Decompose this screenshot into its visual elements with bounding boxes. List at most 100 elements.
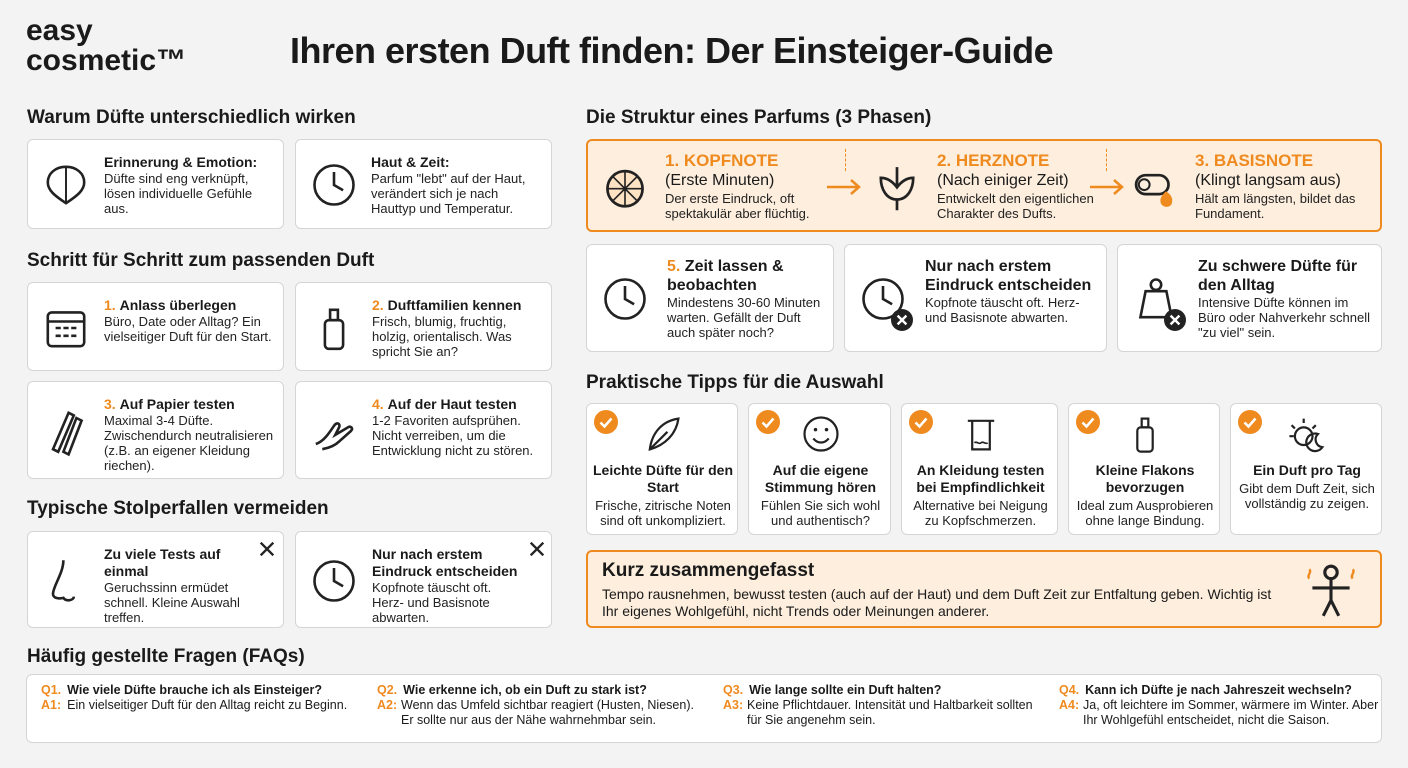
card-title: Haut & Zeit: — [371, 154, 450, 170]
tip-text: Kleine Flakons bevorzugen Ideal zum Auspr… — [1075, 462, 1215, 528]
card-text: Erinnerung & Emotion: Düfte sind eng verk… — [104, 154, 275, 216]
card-text-body: Intensive Düfte können im Büro oder Nahv… — [1198, 295, 1370, 340]
card-title-row: Zu viele Tests auf einmal — [104, 546, 245, 580]
icon — [967, 419, 994, 451]
phase-arrow — [1090, 179, 1124, 195]
faq-answer-row: A4: Ja, oft leichtere im Sommer, wärmere … — [1059, 698, 1379, 728]
icon — [46, 165, 86, 205]
card-text: 5. Zeit lassen & beobachten Mindestens 30… — [667, 257, 825, 340]
icon — [648, 417, 680, 451]
faq-item: Q2. Wie erkenne ich, ob ein Duft zu stark… — [377, 683, 697, 728]
faq-answer: Ein vielseitiger Duft für den Alltag rei… — [67, 698, 348, 712]
phase-subtitle: (Nach einiger Zeit) — [937, 172, 1069, 189]
card-text: Zu schwere Düfte für den Alltag Intensive… — [1198, 257, 1373, 340]
icon — [1289, 418, 1325, 453]
card: 2. Duftfamilien kennen Frisch, blumig, fr… — [295, 282, 552, 371]
icon — [323, 308, 345, 350]
divider — [1106, 149, 1107, 171]
card-title: Nur nach erstem Eindruck entscheiden — [372, 546, 518, 579]
tip-text-body: Ideal zum Ausprobieren ohne lange Bindun… — [1076, 498, 1214, 528]
tip-text: Ein Duft pro Tag Gibt dem Duft Zeit, sich… — [1237, 462, 1377, 511]
faq-a-label: A3: — [723, 698, 744, 712]
faq-question: Wie lange sollte ein Duft halten? — [749, 683, 942, 697]
card-title-row: Haut & Zeit: — [371, 154, 543, 171]
section-title: Schritt für Schritt zum passenden Duft — [27, 250, 375, 271]
phase-title: 3. BASISNOTE — [1195, 151, 1314, 170]
summary-title: Kurz zusammengefasst — [602, 560, 815, 581]
phase-text: 2. HERZNOTE (Nach einiger Zeit) Entwickelt… — [937, 151, 1117, 221]
tip-title: Leichte Düfte für den Start — [593, 462, 734, 495]
faq-q-label: Q1. — [41, 683, 62, 697]
faq-q-label: Q4. — [1059, 683, 1080, 697]
card-title-row: 4. Auf der Haut testen — [372, 396, 543, 413]
card-number: 2. — [372, 297, 384, 313]
faq-box: Q1. Wie viele Düfte brauche ich als Einst… — [26, 674, 1382, 743]
card-text-body: Büro, Date oder Alltag? Ein vielseitiger… — [104, 314, 272, 344]
phase-text-body: Hält am längsten, bildet das Fundament. — [1195, 191, 1356, 221]
icon — [1138, 278, 1174, 319]
card-title: Nur nach erstem Eindruck entscheiden — [925, 258, 1092, 294]
check-mark — [1238, 410, 1262, 434]
card-text: Zu viele Tests auf einmal Geruchssinn erm… — [104, 546, 245, 625]
phase-text: 1. KOPFNOTE (Erste Minuten) Der erste Eind… — [665, 151, 845, 221]
icon — [1136, 417, 1154, 453]
card-text-body: Düfte sind eng verknüpft, lösen individu… — [104, 171, 253, 216]
card: 3. Auf Papier testen Maximal 3-4 Düfte. Z… — [27, 381, 284, 479]
logo-line: cosmetic™ — [26, 44, 187, 77]
card-text: Haut & Zeit: Parfum "lebt" auf der Haut, … — [371, 154, 543, 216]
card-number: 4. — [372, 396, 384, 412]
card-text-body: 1-2 Favoriten aufsprühen. Nicht verreibe… — [372, 413, 534, 458]
section-title: Typische Stolperfallen vermeiden — [27, 498, 329, 519]
icon — [313, 164, 355, 206]
summary-text: Tempo rausnehmen, bewusst testen (auch a… — [602, 586, 1272, 619]
tip-card: Leichte Düfte für den Start Frische, zitr… — [586, 403, 738, 535]
tip-card: Kleine Flakons bevorzugen Ideal zum Auspr… — [1068, 403, 1220, 535]
card-text-body: Kopfnote täuscht oft. Herz- und Basisnot… — [372, 580, 492, 625]
card-title: Erinnerung & Emotion: — [104, 154, 258, 170]
card-text: Nur nach erstem Eindruck entscheiden Kopf… — [925, 257, 1098, 325]
faq-item: Q4. Kann ich Düfte je nach Jahreszeit wec… — [1059, 683, 1379, 728]
card-title-row: 2. Duftfamilien kennen — [372, 297, 543, 314]
card: 4. Auf der Haut testen 1-2 Favoriten aufs… — [295, 381, 552, 479]
card-text: 4. Auf der Haut testen 1-2 Favoriten aufs… — [372, 396, 543, 458]
card-text-body: Frisch, blumig, fruchtig, holzig, orient… — [372, 314, 512, 359]
card-text-body: Mindestens 30-60 Minuten warten. Gefällt… — [667, 295, 821, 340]
card: Erinnerung & Emotion: Düfte sind eng verk… — [27, 139, 284, 229]
card-title: Anlass überlegen — [119, 297, 237, 313]
section-title: Die Struktur eines Parfums (3 Phasen) — [586, 107, 932, 128]
card: Nur nach erstem Eindruck entscheiden Kopf… — [844, 244, 1107, 352]
phase-text: 3. BASISNOTE (Klingt langsam aus) Hält am … — [1195, 151, 1375, 221]
card-text: 3. Auf Papier testen Maximal 3-4 Düfte. Z… — [104, 396, 275, 473]
faq-answer: Wenn das Umfeld sichtbar reagiert (Huste… — [401, 698, 694, 727]
icon — [46, 310, 86, 347]
tip-title: Kleine Flakons bevorzugen — [1095, 462, 1195, 495]
card-title-row: 1. Anlass überlegen — [104, 297, 275, 314]
faq-question-row: Q1. Wie viele Düfte brauche ich als Einst… — [41, 683, 361, 698]
tip-text-body: Frische, zitrische Noten sind oft unkomp… — [595, 498, 731, 528]
card-title: Zu schwere Düfte für den Alltag — [1198, 258, 1358, 294]
card-text-body: Parfum "lebt" auf der Haut, verändert si… — [371, 171, 526, 216]
card-title-row: Nur nach erstem Eindruck entscheiden — [925, 257, 1098, 295]
check-mark — [756, 410, 780, 434]
card-title-row: Nur nach erstem Eindruck entscheiden — [372, 546, 523, 580]
card-text-body: Geruchssinn ermüdet schnell. Kleine Ausw… — [104, 580, 240, 625]
tip-text: An Kleidung testen bei Empfindlichkeit Al… — [908, 462, 1053, 528]
card: Zu viele Tests auf einmal Geruchssinn erm… — [27, 531, 284, 628]
faq-q-label: Q2. — [377, 683, 398, 697]
icon — [51, 411, 84, 457]
card-title: Zeit lassen & beobachten — [667, 258, 784, 294]
faq-item: Q3. Wie lange sollte ein Duft halten? A3: K… — [723, 683, 1043, 728]
card-title: Auf Papier testen — [119, 396, 235, 412]
x-mark — [1164, 309, 1186, 331]
card-number: 5. — [667, 258, 681, 275]
card-text: Nur nach erstem Eindruck entscheiden Kopf… — [372, 546, 523, 625]
tip-text-body: Alternative bei Neigung zu Kopfschmerzen… — [913, 498, 1048, 528]
phase-title: 2. HERZNOTE — [937, 151, 1050, 170]
icon — [1307, 564, 1355, 617]
tip-title: An Kleidung testen bei Empfindlichkeit — [916, 462, 1045, 495]
phase-arrow — [827, 179, 861, 195]
icon — [606, 169, 644, 208]
phase-box: 1. KOPFNOTE (Erste Minuten) Der erste Eind… — [586, 139, 1382, 232]
tip-text-body: Fühlen Sie sich wohl und authentisch? — [760, 498, 881, 528]
icon — [862, 278, 904, 320]
